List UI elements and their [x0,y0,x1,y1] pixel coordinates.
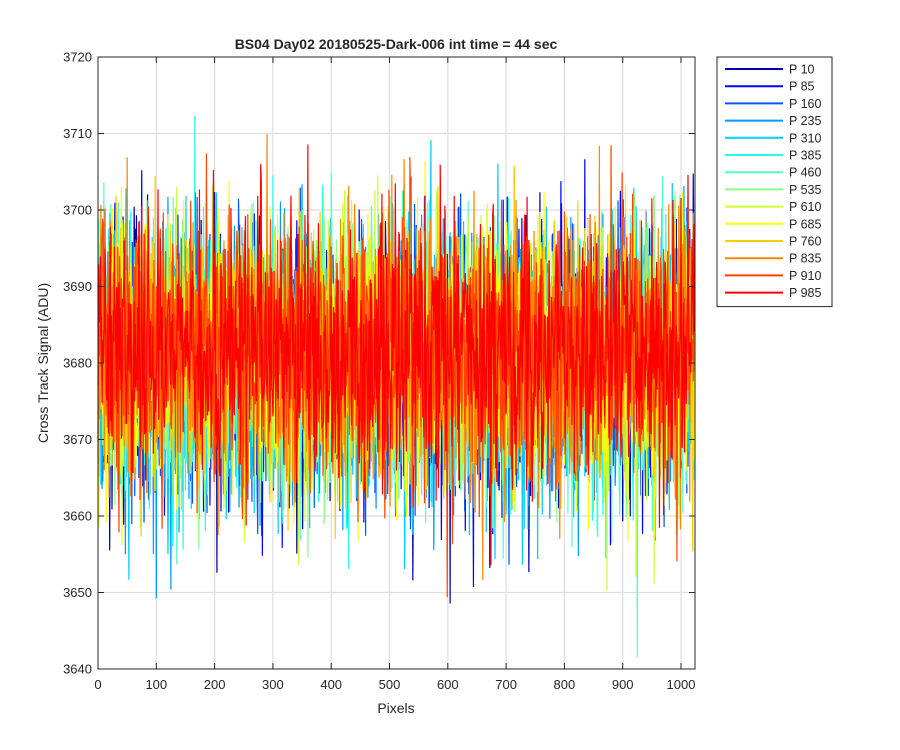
x-axis-label: Pixels [377,700,414,716]
legend-label: P 385 [789,149,821,163]
x-tick-label: 200 [204,677,226,692]
legend-label: P 460 [789,166,821,180]
y-tick-label: 3700 [63,203,92,218]
x-tick-label: 1000 [667,677,696,692]
legend-label: P 985 [789,286,821,300]
axis-ticks: 0 100 200 300 400 500 600 700 800 900 1000 3640 3650… [63,50,695,693]
legend-label: P 835 [789,252,821,266]
y-tick-label: 3710 [63,126,92,141]
legend-label: P 235 [789,114,821,128]
legend-label: P 535 [789,183,821,197]
y-tick-label: 3720 [63,50,92,65]
x-tick-label: 900 [612,677,634,692]
y-tick-label: 3670 [63,432,92,447]
legend-label: P 10 [789,63,815,77]
legend-label: P 760 [789,235,821,249]
series-lines [97,115,696,657]
plot-area: 0 100 200 300 400 500 600 700 800 900 1000 3640 3650… [63,50,696,693]
x-tick-label: 0 [94,677,101,692]
y-tick-label: 3640 [63,662,92,677]
legend-label: P 85 [789,80,815,94]
x-tick-label: 400 [320,677,342,692]
legend-label: P 685 [789,217,821,231]
y-tick-label: 3660 [63,509,92,524]
x-tick-label: 600 [437,677,459,692]
series-line-13 [97,144,696,566]
x-tick-label: 100 [145,677,167,692]
legend: P 10 P 85 P 160 P 235 P 310 P 385 P 460 P 535 P … [716,56,833,308]
y-axis-label: Cross Track Signal (ADU) [35,283,51,443]
x-tick-label: 500 [379,677,401,692]
legend-items: P 10 P 85 P 160 P 235 P 310 P 385 P 460 P 535 P … [725,63,821,300]
x-tick-label: 300 [262,677,284,692]
x-tick-label: 700 [495,677,517,692]
legend-box [716,56,833,308]
legend-label: P 160 [789,97,821,111]
legend-label: P 910 [789,269,821,283]
legend-label: P 610 [789,200,821,214]
y-tick-label: 3680 [63,356,92,371]
x-tick-label: 800 [554,677,576,692]
legend-label: P 310 [789,131,821,145]
chart-title: BS04 Day02 20180525-Dark-006 int time = … [235,36,558,52]
y-tick-label: 3690 [63,279,92,294]
y-tick-label: 3650 [63,585,92,600]
